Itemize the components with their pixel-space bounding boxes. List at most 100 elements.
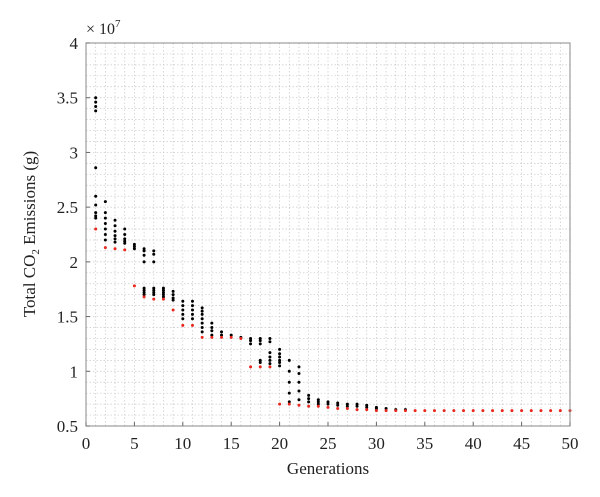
data-points	[94, 96, 572, 413]
y-tick-label: 3.5	[57, 89, 78, 108]
data-point-population	[249, 336, 253, 340]
y-axis-title: Total CO2 Emissions (g)	[20, 151, 42, 317]
data-point-best	[161, 297, 165, 301]
data-point-population	[287, 369, 291, 373]
data-point-best	[336, 406, 340, 410]
y-tick-label: 4	[70, 34, 79, 53]
data-point-population	[142, 288, 146, 292]
data-point-population	[287, 380, 291, 384]
data-point-population	[161, 290, 165, 294]
y-tick-label: 3	[70, 143, 79, 162]
data-point-best	[171, 308, 175, 312]
data-point-population	[161, 295, 165, 299]
data-point-best	[239, 336, 243, 340]
data-point-population	[142, 253, 146, 257]
x-tick-label: 15	[223, 434, 240, 453]
data-point-population	[297, 389, 301, 393]
data-point-population	[171, 293, 175, 297]
data-point-population	[268, 355, 272, 359]
y-axis-title-rest: Emissions (g)	[20, 151, 39, 249]
data-point-best	[442, 409, 446, 413]
data-point-population	[113, 218, 117, 222]
y-axis-multiplier: × 107	[86, 18, 121, 38]
y-tick-label: 1	[70, 362, 79, 381]
data-point-population	[171, 298, 175, 302]
data-point-population	[142, 286, 146, 290]
data-point-population	[94, 203, 98, 207]
x-tick-label: 0	[82, 434, 91, 453]
data-point-population	[190, 304, 194, 308]
data-point-population	[297, 371, 301, 375]
data-point-population	[171, 289, 175, 293]
x-tick-label: 50	[562, 434, 579, 453]
data-point-population	[123, 239, 127, 243]
data-point-population	[113, 240, 117, 244]
data-point-population	[200, 312, 204, 316]
data-point-best	[103, 246, 107, 250]
data-point-population	[268, 340, 272, 344]
data-point-population	[374, 406, 378, 410]
data-point-population	[94, 166, 98, 170]
x-tick-label: 35	[416, 434, 433, 453]
y-multiplier-base: × 10	[86, 21, 115, 38]
x-tick-label: 20	[271, 434, 288, 453]
data-point-best	[403, 409, 407, 413]
data-point-population	[210, 326, 214, 330]
data-point-population	[103, 227, 107, 231]
data-point-population	[103, 200, 107, 204]
data-point-population	[181, 299, 185, 303]
data-point-population	[210, 333, 214, 337]
x-tick-label: 45	[513, 434, 530, 453]
data-point-population	[268, 351, 272, 355]
data-point-best	[549, 409, 553, 413]
data-point-population	[287, 391, 291, 395]
data-point-best	[481, 409, 485, 413]
data-point-best	[471, 409, 475, 413]
data-point-population	[258, 361, 262, 365]
data-point-population	[113, 237, 117, 241]
data-point-population	[94, 104, 98, 108]
y-multiplier-exponent: 7	[115, 18, 121, 30]
data-point-population	[355, 404, 359, 408]
data-point-best	[316, 404, 320, 408]
data-point-best	[229, 335, 233, 339]
data-point-best	[152, 297, 156, 301]
data-point-population	[278, 347, 282, 351]
data-point-best	[413, 409, 417, 413]
data-point-population	[132, 245, 136, 249]
data-point-best	[220, 335, 224, 339]
data-point-best	[94, 227, 98, 231]
data-point-population	[297, 365, 301, 369]
data-point-best	[249, 365, 253, 369]
data-point-population	[365, 405, 369, 409]
data-point-best	[462, 409, 466, 413]
data-point-best	[181, 323, 185, 327]
data-point-population	[365, 403, 369, 407]
x-tick-label: 30	[368, 434, 385, 453]
data-point-population	[307, 397, 311, 401]
data-point-population	[152, 286, 156, 290]
data-point-population	[258, 342, 262, 346]
data-point-population	[123, 233, 127, 236]
y-tick-label: 2.5	[57, 198, 78, 217]
data-point-population	[326, 402, 330, 406]
data-point-population	[307, 400, 311, 404]
x-tick-label: 40	[465, 434, 482, 453]
data-point-best	[287, 402, 291, 406]
x-tick-label: 10	[174, 434, 191, 453]
data-point-population	[210, 329, 214, 333]
data-point-population	[200, 309, 204, 313]
data-point-population	[152, 252, 156, 256]
data-point-best	[113, 247, 117, 251]
x-tick-label: 25	[320, 434, 337, 453]
data-point-population	[181, 312, 185, 316]
data-point-population	[142, 260, 146, 264]
data-point-population	[142, 249, 146, 253]
data-point-population	[336, 401, 340, 405]
data-point-best	[510, 409, 514, 413]
data-point-population	[161, 293, 165, 297]
data-point-population	[132, 247, 136, 251]
data-point-population	[190, 299, 194, 303]
